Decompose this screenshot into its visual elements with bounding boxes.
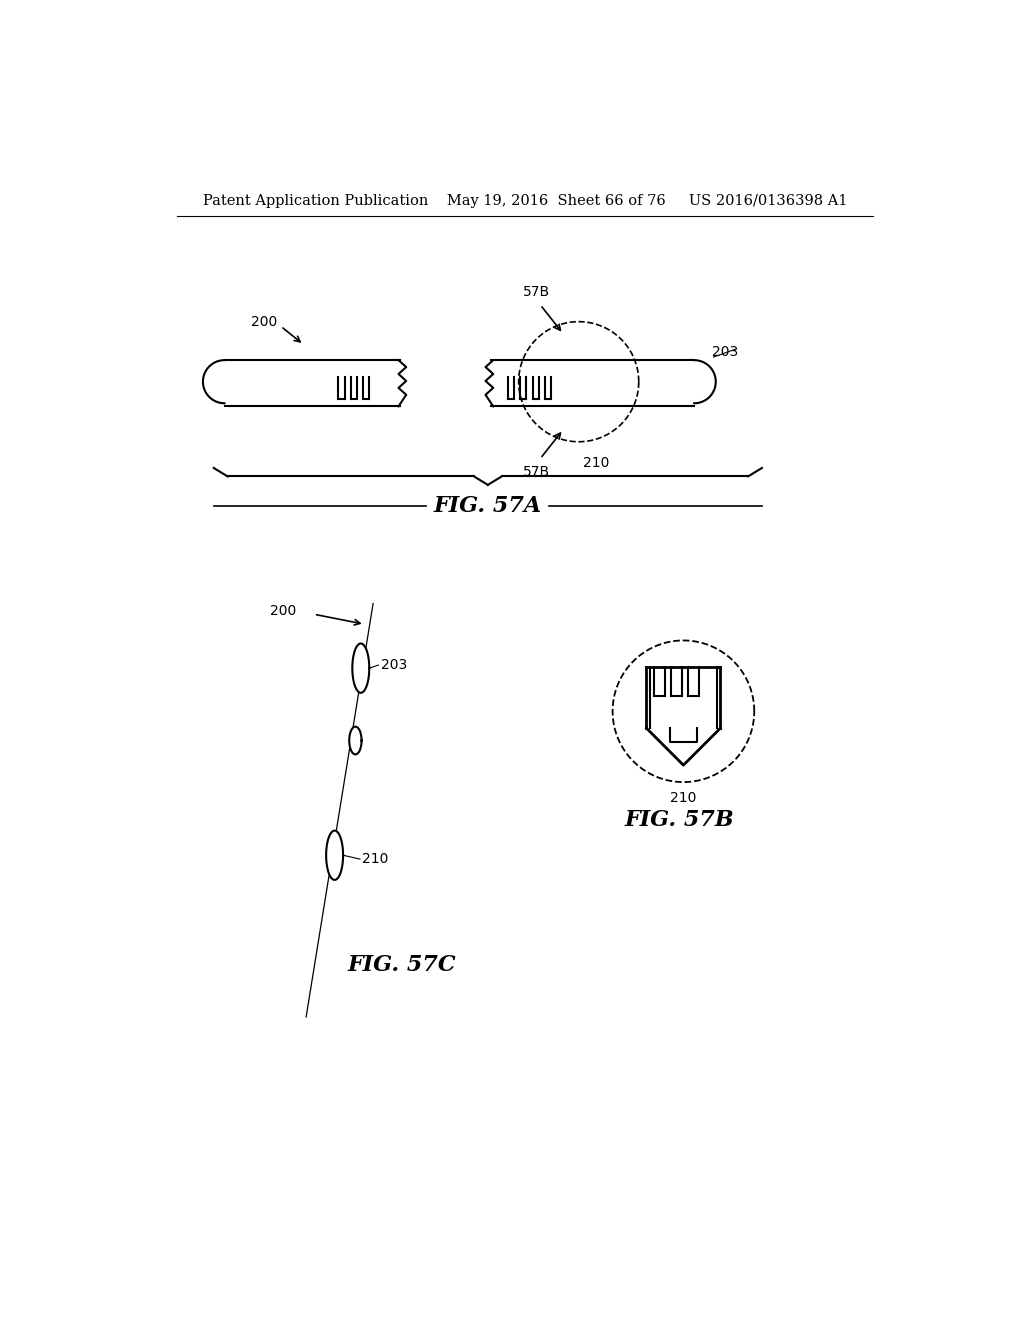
Text: 57B: 57B — [523, 465, 550, 479]
Text: 210: 210 — [361, 853, 388, 866]
Text: FIG. 57A: FIG. 57A — [434, 495, 542, 517]
Text: 203: 203 — [381, 659, 408, 672]
Text: 210: 210 — [671, 792, 696, 805]
Text: FIG. 57B: FIG. 57B — [625, 809, 734, 832]
Text: 210: 210 — [583, 455, 609, 470]
Polygon shape — [352, 644, 370, 693]
Text: 57B: 57B — [523, 285, 550, 298]
Text: Patent Application Publication    May 19, 2016  Sheet 66 of 76     US 2016/01363: Patent Application Publication May 19, 2… — [203, 194, 847, 207]
Text: 200: 200 — [251, 315, 276, 330]
Polygon shape — [349, 727, 361, 754]
Text: 200: 200 — [270, 605, 296, 618]
Text: 203: 203 — [712, 346, 738, 359]
Text: FIG. 57C: FIG. 57C — [348, 954, 457, 977]
Polygon shape — [326, 830, 343, 880]
